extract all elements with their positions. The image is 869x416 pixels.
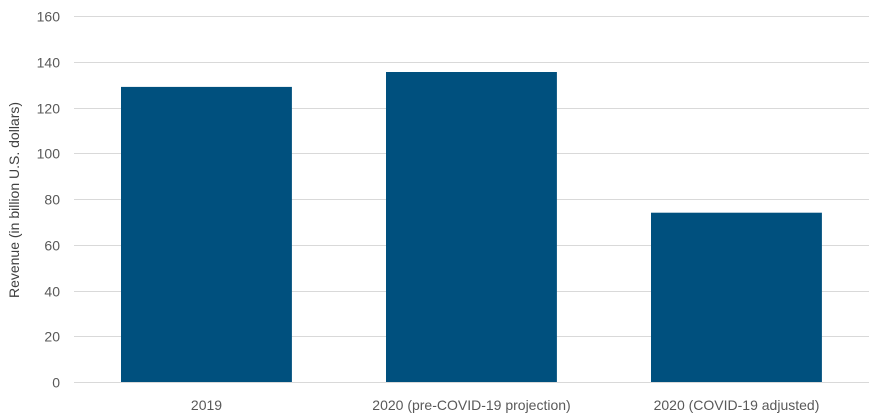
y-axis-ticks: 0 20 40 60 80 100 120 140 160: [37, 9, 61, 391]
y-tick-label: 160: [37, 9, 61, 25]
y-tick-label: 140: [37, 55, 61, 71]
y-tick-label: 40: [44, 284, 60, 300]
x-axis-ticks: 2019 2020 (pre-COVID-19 projection) 2020 (…: [191, 397, 819, 413]
x-tick-label: 2020 (pre-COVID-19 projection): [372, 397, 570, 413]
y-axis-title: Revenue (in billion U.S. dollars): [6, 102, 22, 298]
x-tick-label: 2019: [191, 397, 222, 413]
y-tick-label: 120: [37, 101, 61, 117]
x-tick-label: 2020 (COVID-19 adjusted): [654, 397, 820, 413]
y-tick-label: 0: [52, 375, 60, 391]
y-tick-label: 80: [44, 192, 60, 208]
bar: [651, 212, 822, 382]
bars: [121, 72, 822, 383]
y-tick-label: 100: [37, 146, 61, 162]
y-tick-label: 60: [44, 238, 60, 254]
bar: [386, 72, 557, 382]
bar: [121, 86, 292, 383]
y-tick-label: 20: [44, 329, 60, 345]
